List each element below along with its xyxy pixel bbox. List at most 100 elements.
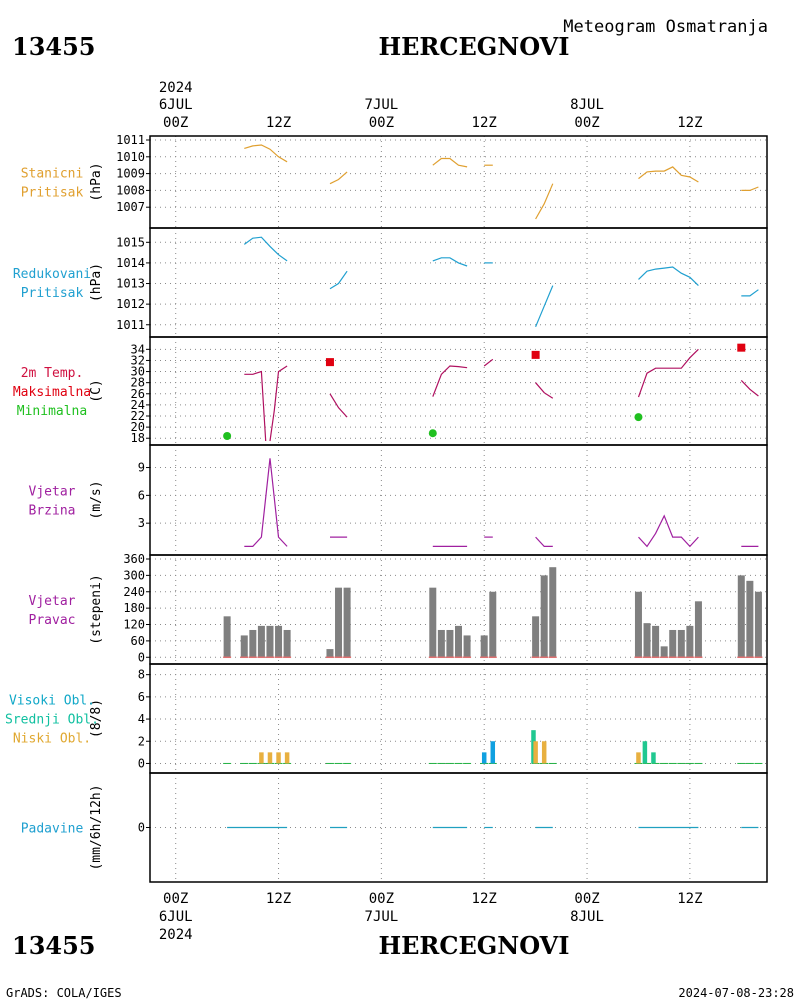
direction-bar	[532, 616, 540, 658]
cloud-bar	[284, 752, 290, 764]
y-tick-label: 6	[138, 690, 145, 704]
series-line-segment	[535, 285, 554, 328]
direction-bar	[257, 625, 265, 658]
series-line-segment	[535, 183, 554, 220]
top-hour-label: 00Z	[163, 115, 188, 131]
y-tick-label: 1011	[116, 133, 145, 147]
y-axis-label: (stepeni)	[89, 574, 104, 644]
top-day-label: 7JUL	[365, 97, 399, 113]
y-tick-label: 20	[131, 420, 145, 434]
panel-label: Visoki Obl.	[9, 694, 95, 709]
data-wind-direction	[223, 567, 763, 659]
direction-bar	[660, 646, 668, 658]
series-line-segment	[740, 379, 759, 397]
bottom-day-label: 7JUL	[365, 909, 399, 925]
y-tick-label: 4	[138, 712, 145, 726]
direction-bar	[446, 629, 454, 658]
cloud-bar	[533, 741, 538, 764]
y-tick-label: 24	[131, 398, 145, 412]
panel-label: Pritisak	[21, 286, 84, 301]
min-temp-marker	[223, 432, 232, 440]
series-line-segment	[483, 358, 494, 367]
data-temperature	[223, 343, 759, 442]
y-tick-label: 32	[131, 353, 145, 367]
y-tick-label: 180	[123, 601, 145, 615]
y-tick-label: 0	[138, 650, 145, 664]
series-line-segment	[329, 393, 348, 418]
direction-bar	[249, 629, 257, 658]
series-line-segment	[244, 144, 288, 163]
min-temp-marker	[634, 413, 643, 422]
y-tick-label: 1011	[116, 318, 145, 332]
panel-frame	[149, 663, 768, 774]
cloud-bar	[490, 741, 496, 764]
panel-label: Brzina	[29, 504, 76, 519]
y-tick-label: 26	[131, 387, 145, 401]
grid-precipitation	[150, 773, 767, 882]
y-tick-label: 1014	[116, 256, 145, 270]
series-line-segment	[329, 171, 348, 185]
series-line-segment	[243, 236, 288, 262]
y-tick-label: 120	[123, 618, 145, 632]
y-axis-label: (8/8)	[89, 699, 104, 738]
y-tick-label: 1013	[116, 277, 145, 291]
min-temp-marker	[428, 429, 437, 438]
y-tick-label: 1010	[116, 150, 145, 164]
y-tick-label: 22	[131, 409, 145, 423]
panel-wind-speed: 3 6 9 (m/s) Vjetar Brzina	[29, 444, 768, 556]
series-line-segment	[432, 365, 468, 397]
series-line-segment	[638, 266, 699, 287]
series-line-segment	[637, 348, 699, 398]
bottom-hour-label: 12Z	[677, 891, 702, 907]
generation-timestamp: 2024-07-08-23:28	[678, 986, 794, 1000]
bottom-hour-label: 00Z	[163, 891, 188, 907]
panel-cloud-cover: 0 2 4 6 8 (8/8)Visoki Obl. Srednji Obl. Niski O…	[5, 663, 768, 774]
y-axis-label: (hPa)	[89, 263, 104, 302]
data-reduced-pressure	[243, 236, 759, 328]
direction-bar	[437, 629, 445, 658]
panel-frame	[149, 336, 768, 446]
direction-bar	[549, 567, 557, 658]
panel-label: Maksimalna	[13, 385, 91, 400]
panel-label: Vjetar	[29, 594, 76, 609]
direction-bar	[540, 575, 548, 658]
y-tick-label: 2	[138, 734, 145, 748]
panel-frame	[149, 444, 768, 556]
top-day-label: 6JUL	[159, 97, 193, 113]
direction-bar	[669, 629, 677, 658]
data-cloud-cover	[223, 730, 763, 764]
series-line-segment	[638, 514, 699, 548]
y-tick-label: 1007	[116, 200, 145, 214]
station-name-bottom: HERCEGNOVI	[378, 931, 569, 960]
y-tick-label: 360	[123, 552, 145, 566]
cloud-bar	[651, 752, 656, 764]
grid-reduced-pressure	[150, 228, 767, 337]
top-hour-label: 00Z	[574, 115, 599, 131]
max-temp-marker	[531, 350, 540, 359]
panel-label: Pravac	[29, 613, 76, 628]
panel-label: Srednji Obl.	[5, 713, 99, 728]
panel-wind-direction: 0 60 120 180 240 300 360 (stepeni) Vjetar Pravac	[29, 552, 768, 665]
cloud-bar	[267, 752, 273, 764]
direction-bar	[694, 601, 702, 658]
series-line-segment	[535, 382, 554, 399]
series-line-segment	[432, 157, 468, 168]
data-wind-speed	[244, 458, 759, 548]
panel-label: Niski Obl.	[13, 732, 91, 747]
bottom-hour-label: 12Z	[472, 891, 497, 907]
panel-label: Stanicni	[21, 167, 84, 182]
cloud-bar	[276, 752, 281, 764]
top-hour-label: 00Z	[369, 115, 394, 131]
panel-label: Redukovani	[13, 267, 91, 282]
direction-bar	[266, 625, 274, 658]
series-line-segment	[432, 257, 468, 267]
direction-bar	[343, 587, 351, 658]
panels: 1007 1008 1009 1010 1011 (hPa) Stanicni Pritisa…	[5, 133, 768, 883]
y-tick-label: 9	[138, 461, 145, 475]
direction-bar	[275, 625, 283, 658]
y-tick-label: 18	[131, 431, 145, 445]
direction-bar	[335, 587, 343, 658]
